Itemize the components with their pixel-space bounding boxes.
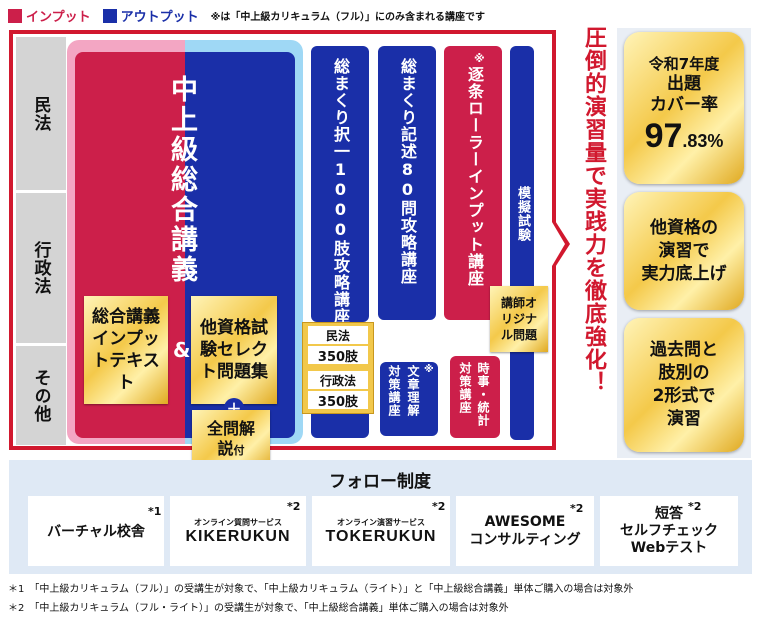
- past-exam-box: 過去問と 肢別の 2形式で 演習: [624, 318, 744, 452]
- past-exam-line4: 演習: [667, 409, 701, 429]
- input-swatch: [8, 8, 22, 23]
- follow-mark-2: *2: [287, 500, 301, 513]
- output-legend-label: アウトプット: [120, 10, 199, 25]
- past-exam-line2: 肢別の: [658, 363, 710, 383]
- bunsho-mark: ※: [424, 364, 434, 375]
- coverage-line2: カバー率: [650, 94, 718, 115]
- row-label-gyoseiho: 行政法: [30, 241, 51, 295]
- coverage-line1: 出題: [667, 73, 701, 94]
- main-course-title: 中上級総合講義: [166, 75, 197, 285]
- footnote-1: ＊1 「中上級カリキュラム（フル）」の受講生が対象で、「中上級カリキュラム（ライ…: [8, 584, 634, 595]
- course-bunsho-label-b: 文章理解: [406, 365, 420, 417]
- course-column-chikujo: [444, 46, 502, 320]
- other-exam-box: 他資格の 演習で 実力底上げ: [624, 192, 744, 310]
- follow-mark-4: *2: [570, 502, 584, 515]
- output-text-box: 他資格試験セレクト問題集: [191, 296, 277, 404]
- course-jiji-label: 時事・統計: [476, 362, 490, 427]
- past-exam-line3: 2形式で: [652, 386, 716, 406]
- count-tag-minpo-count: 350肢: [308, 346, 368, 365]
- course-label-sokuri-takuitsu: 総まくり択一1000肢攻略講座: [331, 58, 350, 325]
- row-labels: 民法 行政法 その他: [16, 37, 66, 445]
- legend-note: ※は「中上級カリキュラム（フル）」にのみ含まれる講座です: [210, 12, 486, 23]
- amp-sign: &: [173, 338, 191, 362]
- input-text-box: 総合講義インプットテキスト: [84, 296, 168, 404]
- row-label-other: その他: [30, 368, 51, 423]
- chikujo-mark: ※: [474, 52, 485, 65]
- other-exam-line2: 演習で: [658, 240, 710, 261]
- count-tag-gyosei-count: 350肢: [308, 391, 368, 410]
- coverage-box: 令和7年度 出題 カバー率 97.83%: [624, 32, 744, 184]
- coverage-rate: 97.83%: [644, 116, 724, 155]
- follow-mark-1: *1: [148, 505, 162, 518]
- course-label-mogi: 模擬試験: [515, 186, 530, 242]
- course-bunsho-label-a: 対策講座: [387, 365, 401, 417]
- other-exam-line3: 実力底上げ: [641, 263, 727, 284]
- other-exam-line1: 他資格の: [650, 217, 718, 238]
- follow-item-awesome: AWESOME コンサルティング: [456, 496, 594, 566]
- follow-mark-5: *2: [688, 500, 702, 513]
- follow-item-tanto: 短答 セルフチェック Webテスト: [600, 496, 738, 566]
- course-jiji-tokei: [450, 356, 500, 438]
- footnote-2: ＊2 「中上級カリキュラム（フル・ライト）」の受講生が対象で、「中上級総合講義」…: [8, 603, 509, 614]
- follow-mark-3: *2: [432, 500, 446, 513]
- course-column-mogi: [510, 46, 534, 440]
- center-slogan: 圧倒的演習量で実践力を徹底強化！: [581, 26, 606, 394]
- past-exam-line1: 過去問と: [650, 340, 718, 360]
- course-label-sokuri-kijutsu: 総まくり記述80問攻略講座: [398, 58, 417, 285]
- output-swatch: [102, 8, 117, 23]
- follow-item-kikerukun: オンライン質問サービス KIKERUKUN: [170, 496, 306, 566]
- course-jiji-label-b: 対策講座: [458, 362, 472, 414]
- course-column-sokuri-kijutsu: [378, 46, 436, 320]
- row-divider: [16, 190, 66, 193]
- teacher-original-box: 講師オリジナル問題: [490, 286, 548, 352]
- row-label-minpo: 民法: [30, 95, 51, 132]
- follow-item-virtual: バーチャル校舎: [28, 496, 164, 566]
- row-divider: [16, 343, 66, 346]
- legend: インプット アウトプット ※は「中上級カリキュラム（フル）」にのみ含まれる講座で…: [8, 6, 485, 25]
- count-tag-minpo: 民法: [308, 326, 368, 344]
- arrow-chevron-inner: [552, 222, 565, 266]
- follow-item-tokerukun: オンライン演習サービス TOKERUKUN: [312, 496, 450, 566]
- coverage-year: 令和7年度: [648, 54, 720, 73]
- count-tag-gyosei: 行政法: [308, 371, 368, 389]
- course-label-chikujo: 逐条ローラーインプット講座: [465, 66, 484, 287]
- input-legend-label: インプット: [26, 10, 91, 25]
- course-bunsho-rikai: [380, 362, 438, 436]
- follow-title: フォロー制度: [329, 472, 431, 492]
- course-column-sokuri-takuitsu: [311, 46, 369, 322]
